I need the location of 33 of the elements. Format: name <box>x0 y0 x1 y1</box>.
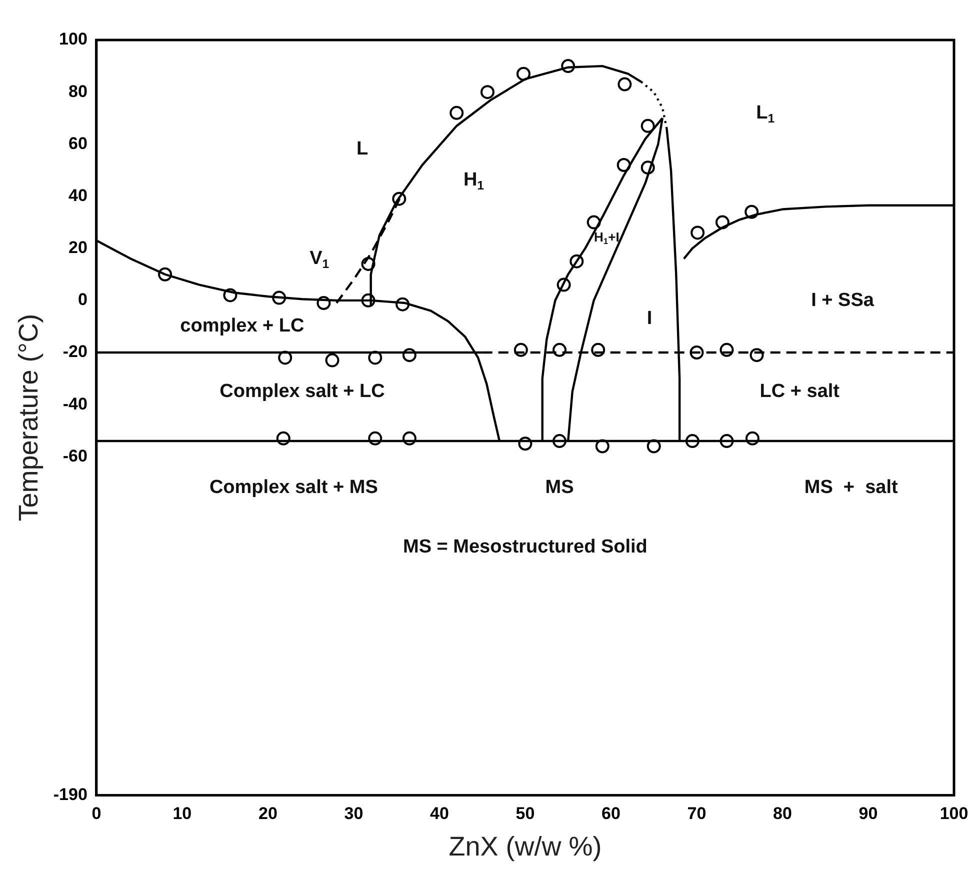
annotation: MS + salt <box>804 477 898 498</box>
y-tick-label: -60 <box>62 446 88 466</box>
annotation: L <box>356 138 368 160</box>
y-tick-label: 0 <box>78 290 88 310</box>
y-tick-label: 60 <box>68 134 88 153</box>
annotation: MS = Mesostructured Solid <box>403 536 648 558</box>
y-axis-title: Temperature (°C) <box>14 314 44 522</box>
x-tick-label: 90 <box>858 804 878 824</box>
x-tick-label: 50 <box>516 804 535 824</box>
y-tick-label: -20 <box>62 342 88 362</box>
annotation: Complex salt + MS <box>209 477 378 498</box>
x-tick-label: 30 <box>344 804 364 824</box>
x-tick-label: 10 <box>172 804 192 824</box>
x-tick-label: 80 <box>773 804 792 824</box>
y-tick-label: -40 <box>62 394 88 414</box>
annotation: I + SSa <box>811 290 874 311</box>
x-tick-label: 60 <box>602 804 620 824</box>
annotation: LC + salt <box>760 381 840 402</box>
y-tick-label: -190 <box>53 784 88 804</box>
annotation: Complex salt + LC <box>220 381 386 402</box>
x-tick-label: 20 <box>258 804 278 824</box>
annotation: complex + LC <box>180 315 305 336</box>
x-tick-label: 70 <box>687 804 706 824</box>
x-tick-label: 0 <box>92 804 102 824</box>
y-tick-label: 80 <box>68 82 88 101</box>
y-tick-label: 40 <box>68 186 88 205</box>
x-tick-label: 100 <box>940 804 968 824</box>
x-axis-title: ZnX (w/w %) <box>448 831 602 862</box>
y-tick-label: 20 <box>68 238 88 258</box>
annotation: I <box>646 308 652 329</box>
y-tick-label: 100 <box>59 30 88 49</box>
annotation: MS <box>545 477 574 498</box>
x-tick-label: 40 <box>430 804 449 824</box>
